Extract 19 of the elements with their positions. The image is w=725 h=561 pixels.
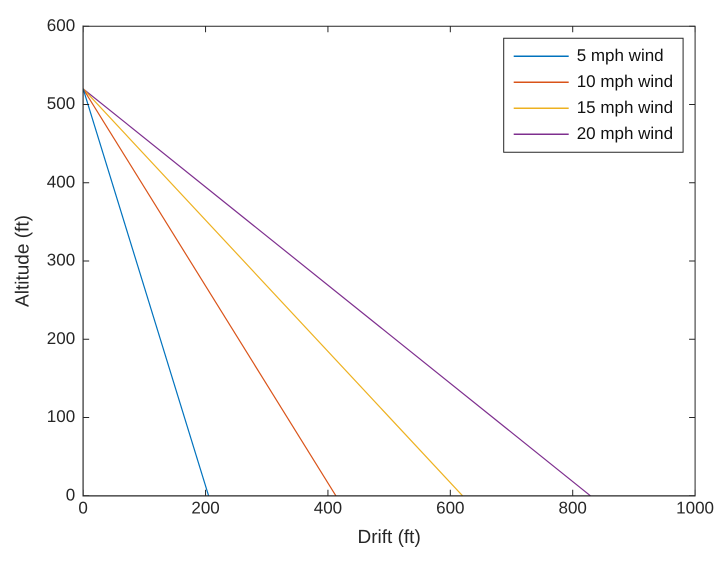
y-tick-label: 500 [46, 94, 76, 114]
x-axis-title: Drift (ft) [357, 526, 421, 548]
y-tick-label: 0 [66, 485, 76, 504]
legend-label: 5 mph wind [576, 46, 664, 65]
legend-label: 10 mph wind [576, 72, 674, 91]
x-tick-label: 200 [191, 498, 220, 518]
y-tick-label: 300 [46, 250, 76, 270]
x-tick-label: 400 [314, 498, 342, 518]
y-tick-label: 400 [46, 172, 76, 192]
x-tick-label: 800 [558, 498, 587, 518]
y-tick-label: 100 [46, 407, 76, 426]
y-tick-label: 600 [46, 16, 76, 35]
x-tick-label: 0 [78, 498, 88, 518]
y-tick-label: 200 [46, 328, 76, 348]
x-tick-label: 1000 [676, 498, 714, 518]
y-axis-title: Altitude (ft) [12, 215, 34, 307]
legend-label: 15 mph wind [576, 98, 674, 117]
legend-label: 20 mph wind [576, 124, 674, 143]
x-tick-label: 600 [436, 498, 465, 518]
